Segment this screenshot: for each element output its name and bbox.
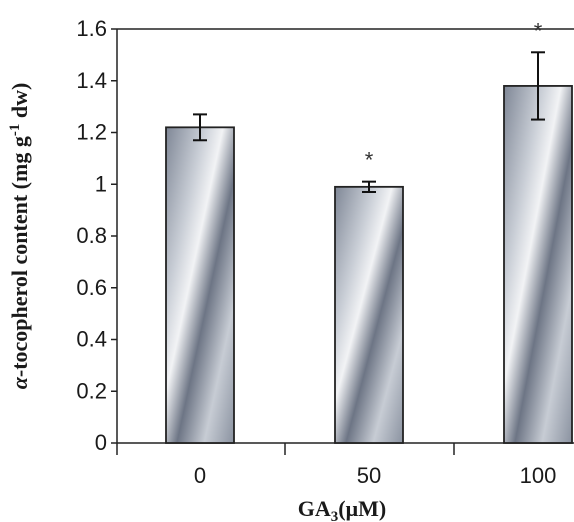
x-tick-label-100: 100 [520, 463, 557, 488]
bar-100 [503, 85, 573, 444]
y-tick-label: 1.6 [76, 16, 107, 41]
y-tick-label: 0.4 [76, 327, 107, 352]
bar-50 [334, 185, 404, 444]
significance-marker-100: * [534, 18, 543, 43]
y-tick-label: 0.6 [76, 275, 107, 300]
y-tick-label: 0 [95, 430, 107, 455]
y-tick-label: 0.8 [76, 223, 107, 248]
bar-0 [165, 126, 235, 444]
y-tick-label: 1.2 [76, 120, 107, 145]
y-axis-title: α-tocopherol content (mg g-1 dw) [7, 83, 32, 390]
y-tick-label: 1 [95, 171, 107, 196]
y-tick-label: 0.2 [76, 378, 107, 403]
x-tick-label-50: 50 [357, 463, 381, 488]
significance-marker-50: * [365, 148, 374, 173]
y-tick-label: 1.4 [76, 68, 107, 93]
x-tick-label-0: 0 [194, 463, 206, 488]
x-axis-title: GA3(μM) [298, 496, 386, 522]
